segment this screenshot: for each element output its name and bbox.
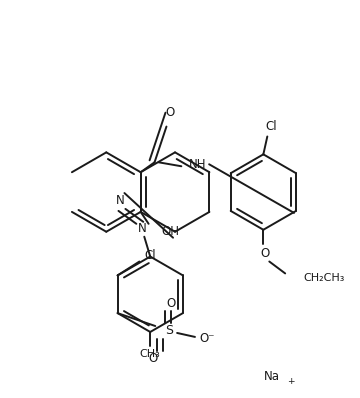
Text: Na: Na <box>264 370 280 383</box>
Text: +: + <box>287 377 295 386</box>
Text: CH₃: CH₃ <box>140 349 161 359</box>
Text: Cl: Cl <box>265 120 277 133</box>
Text: N: N <box>138 222 147 235</box>
Text: Cl: Cl <box>144 249 156 262</box>
Text: O⁻: O⁻ <box>199 332 215 345</box>
Text: CH₂CH₃: CH₂CH₃ <box>303 273 345 283</box>
Text: O: O <box>166 106 175 119</box>
Text: O: O <box>149 352 158 365</box>
Text: O: O <box>261 247 270 260</box>
Text: N: N <box>116 195 125 207</box>
Text: S: S <box>165 324 173 338</box>
Text: NH: NH <box>189 158 207 171</box>
Text: OH: OH <box>161 225 179 238</box>
Text: O: O <box>167 297 176 310</box>
